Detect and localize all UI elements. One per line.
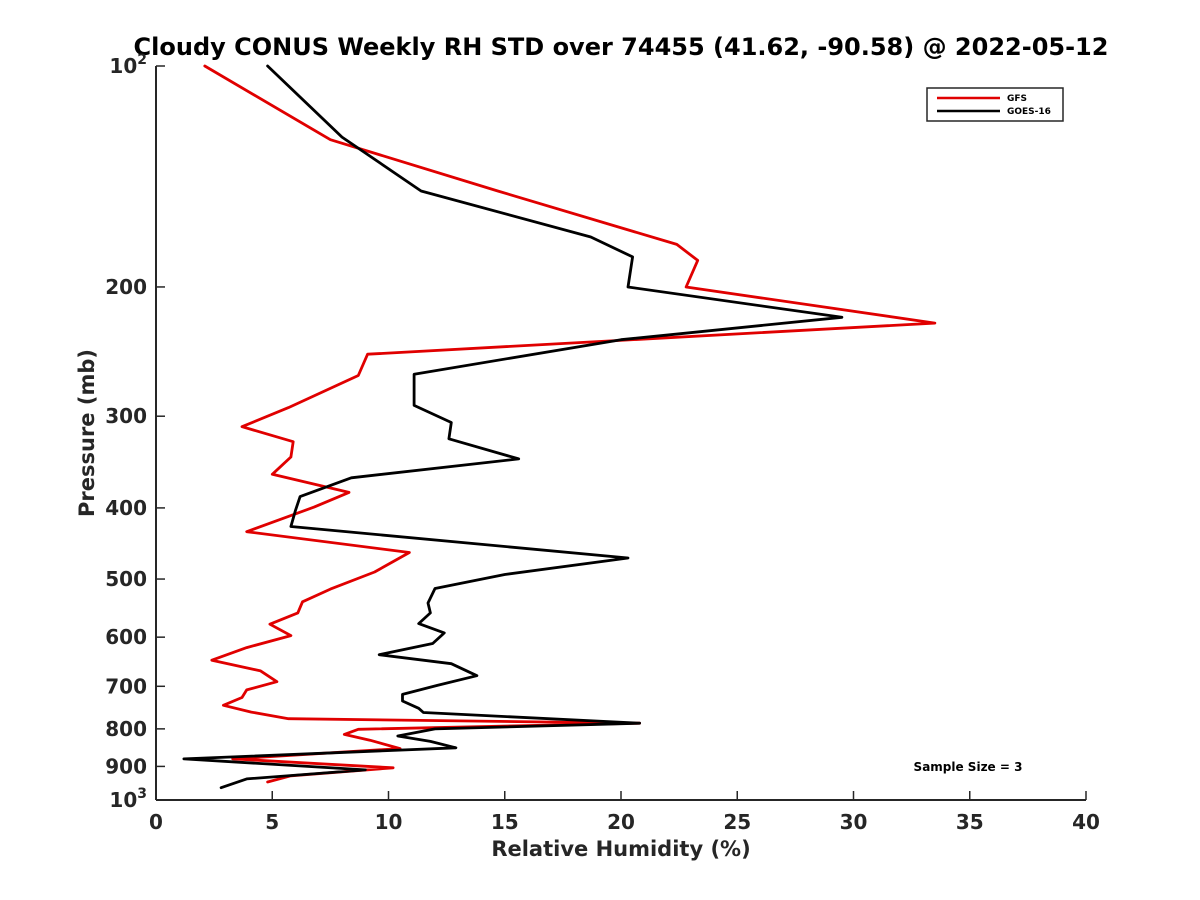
- series-layer: [182, 64, 937, 790]
- y-tick-label: 800: [105, 717, 147, 741]
- y-tick-label-base: 10: [109, 54, 137, 78]
- x-axis-label: Relative Humidity (%): [491, 837, 750, 861]
- x-tick-label: 25: [723, 810, 751, 834]
- y-tick-label: 102: [109, 52, 147, 78]
- x-ticks: 0 5 10 15 20 25 30 35 40: [149, 791, 1100, 834]
- y-tick-label-exponent: 2: [137, 52, 147, 68]
- legend-box: [926, 87, 1064, 122]
- x-tick-label: 15: [491, 810, 519, 834]
- sample-size-annotation: Sample Size = 3: [914, 760, 1023, 774]
- x-tick-label: 35: [956, 810, 984, 834]
- legend-label-goes16: GOES-16: [1007, 107, 1051, 117]
- y-tick-label: 103: [109, 786, 147, 812]
- x-tick-label: 10: [375, 810, 403, 834]
- x-tick-label: 30: [840, 810, 868, 834]
- x-tick-label: 0: [149, 810, 163, 834]
- y-tick-label: 500: [105, 567, 147, 591]
- y-tick-label: 300: [105, 404, 147, 428]
- x-tick-label: 20: [607, 810, 635, 834]
- y-tick-label: 600: [105, 625, 147, 649]
- y-tick-label: 400: [105, 496, 147, 520]
- chart-title: Cloudy CONUS Weekly RH STD over 74455 (4…: [134, 33, 1109, 61]
- legend-label-gfs: GFS: [1007, 94, 1027, 104]
- y-tick-label-exponent: 3: [137, 786, 147, 802]
- y-tick-label: 200: [105, 275, 147, 299]
- x-tick-label: 40: [1072, 810, 1100, 834]
- y-tick-label: 700: [105, 674, 147, 698]
- x-tick-label: 5: [265, 810, 279, 834]
- series-line-gfs: [203, 64, 937, 784]
- y-tick-label: 900: [105, 754, 147, 778]
- y-axis-label: Pressure (mb): [75, 349, 99, 517]
- y-tick-label-base: 10: [109, 788, 137, 812]
- series-line-goes16: [182, 64, 844, 790]
- legend: GFS GOES-16: [926, 87, 1064, 122]
